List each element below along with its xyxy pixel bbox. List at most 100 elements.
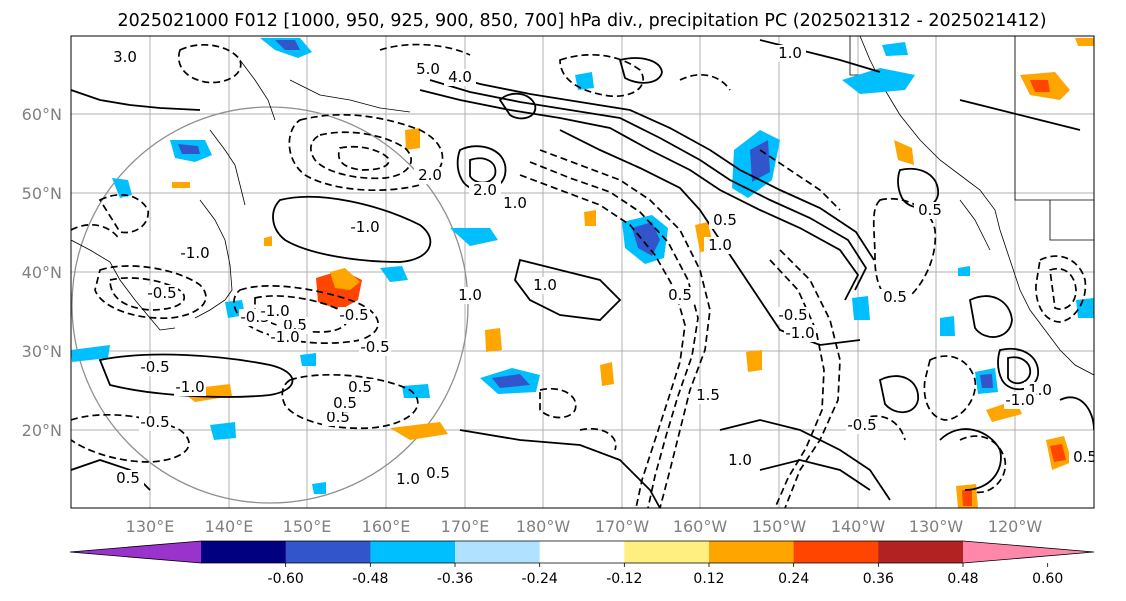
contour-label: 3.0	[113, 48, 137, 66]
colorbar-tick-label: 0.12	[693, 571, 724, 587]
colorbar-tick-label: -0.36	[437, 571, 473, 587]
lon-label: 170°W	[595, 517, 650, 536]
lon-label: 170°E	[441, 517, 490, 536]
contour-label-bg	[269, 329, 301, 346]
contour-label-bg	[422, 465, 454, 482]
coastlines	[71, 36, 1094, 376]
contour-label-bg	[344, 379, 376, 396]
colorbar-segment	[793, 541, 879, 563]
range-circle	[71, 106, 469, 504]
contour-label: 0.5	[116, 469, 140, 487]
lon-label: 180°W	[516, 517, 571, 536]
contour-label-bg	[774, 45, 806, 62]
contour-label: -1.0	[260, 302, 289, 320]
map-panel: 5.0 4.03.02.02.01.01.01.0-1.01.0-0.5-1.0-…	[70, 35, 1097, 509]
contour-label: -1.0	[175, 378, 204, 396]
contour-label: -0.5	[140, 413, 169, 431]
lon-label: 140°E	[205, 517, 254, 536]
lat-label: 20°N	[22, 421, 62, 440]
contour-label-bg	[664, 287, 696, 304]
contour-label: 1.0	[396, 470, 420, 488]
contour-label-bg	[777, 307, 809, 324]
colorbar-tick-label: -0.24	[522, 571, 558, 587]
contour-label: 1.0	[728, 451, 752, 469]
contour-label: -1.0	[1005, 391, 1034, 409]
contour-label-bg	[179, 245, 211, 262]
colorbar-tick-label: -0.12	[606, 571, 642, 587]
lon-label: 130°E	[126, 517, 175, 536]
lon-label: 120°W	[988, 517, 1043, 536]
contour-label: 1.5	[696, 386, 720, 404]
contour-label-bg	[879, 289, 911, 306]
contour-label: 1.0	[458, 286, 482, 304]
lon-label: 160°W	[673, 517, 728, 536]
lon-label: 150°W	[752, 517, 807, 536]
contour-label: -1.0	[180, 244, 209, 262]
colorbar-segment	[455, 541, 541, 563]
contour-label-bg	[846, 417, 878, 434]
contour-labels: 5.0 4.03.02.02.01.01.01.0-1.01.0-0.5-1.0-…	[109, 44, 1097, 488]
contour-label: 0.5	[668, 286, 692, 304]
contour-label-bg	[139, 359, 171, 376]
contour-label: -0.5	[339, 306, 368, 324]
contour-label-bg	[112, 470, 144, 487]
contour-label-bg	[109, 49, 141, 66]
colorbar-extend-high	[963, 541, 1094, 563]
contour-label: -1.0	[350, 218, 379, 236]
colorbar-extend-low	[70, 541, 201, 563]
contour-label: -0.5	[778, 306, 807, 324]
contour-label: -0.5	[147, 284, 176, 302]
contour-label-bg	[469, 182, 501, 199]
colorbar-segment	[878, 541, 964, 563]
contour-label: 0.5	[918, 201, 942, 219]
contour-label-bg	[724, 452, 756, 469]
contour-label: 1.0	[778, 44, 802, 62]
colorbar: -0.60 -0.48 -0.36 -0.24 -0.12 0.12 0.24 0.36 0.4…	[69, 540, 1095, 587]
colorbar-segment	[370, 541, 456, 563]
colorbar-tick-label: 0.48	[947, 571, 978, 587]
contour-label-bg	[392, 471, 424, 488]
contour-label: 0.5	[333, 394, 357, 412]
colorbar-segment	[539, 541, 625, 563]
contour-label-bg	[359, 339, 391, 356]
contour-label: 5.0	[416, 60, 440, 78]
contour-label-bg	[784, 325, 816, 342]
contour-label-bg	[146, 285, 178, 302]
contour-label: 0.5	[326, 408, 350, 426]
colorbar-segment	[201, 541, 287, 563]
colorbar-outline	[69, 540, 1095, 564]
lon-label: 130°W	[909, 517, 964, 536]
colorbar-segment	[624, 541, 710, 563]
contour-label-bg	[692, 387, 724, 404]
colorbar-segment	[709, 541, 795, 563]
contour-label: -0.5	[360, 338, 389, 356]
contour-label: 4.0	[448, 68, 472, 86]
colorbar-tick-label: -0.48	[352, 571, 388, 587]
contour-label-bg	[1004, 392, 1036, 409]
colorbar-tick-label: 0.36	[863, 571, 894, 587]
contour-label: 2.0	[473, 181, 497, 199]
colorbar-tick-label: 0.60	[1032, 571, 1063, 587]
contour-label-bg	[412, 61, 444, 78]
lat-label: 40°N	[22, 263, 62, 282]
figure-title: 2025021000 F012 [1000, 950, 925, 900, 85…	[117, 11, 1046, 31]
contour-label-bg	[709, 212, 741, 229]
latitude-labels: 60°N 50°N 40°N 30°N 20°N	[22, 105, 62, 440]
contour-label: -0.5	[847, 416, 876, 434]
lat-label: 50°N	[22, 184, 62, 203]
contour-label-bg	[259, 303, 291, 320]
contour-label: 0.5	[1073, 448, 1097, 466]
positive-contours	[71, 39, 1094, 508]
colorbar-segment	[285, 541, 371, 563]
contour-label-bg	[1069, 449, 1094, 466]
contour-label-bg	[139, 414, 171, 431]
lon-label: 150°E	[283, 517, 332, 536]
lat-label: 60°N	[22, 105, 62, 124]
contour-label: 0.5	[713, 211, 737, 229]
map-frame	[70, 35, 1095, 509]
contour-label-bg	[444, 69, 476, 86]
contour-label-bg	[914, 202, 946, 219]
contour-label-bg	[349, 219, 381, 236]
contour-label-bg	[322, 409, 354, 426]
